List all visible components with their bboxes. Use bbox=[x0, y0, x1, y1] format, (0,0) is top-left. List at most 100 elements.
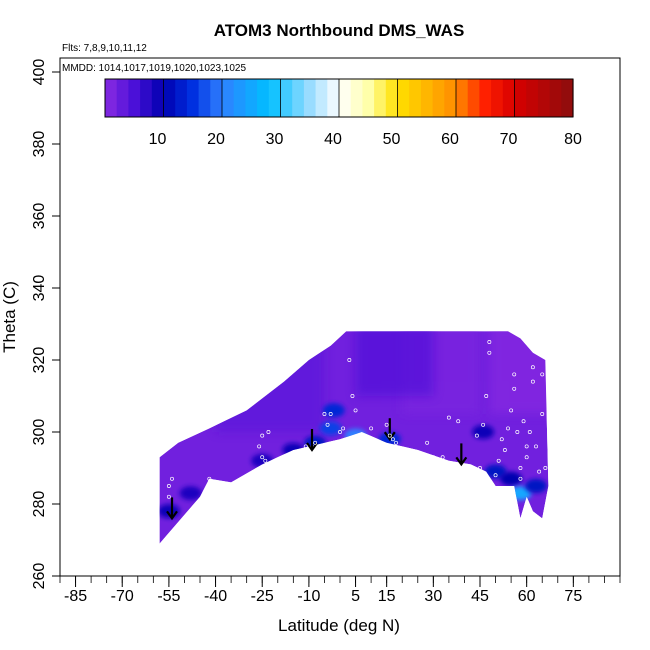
sample-point bbox=[170, 476, 174, 481]
colorbar-cell bbox=[303, 79, 317, 117]
sample-point bbox=[518, 476, 523, 481]
sample-point bbox=[431, 455, 436, 460]
colorbar-cell bbox=[526, 79, 539, 117]
y-axis-label: Theta (C) bbox=[0, 281, 19, 353]
colorbar-cell bbox=[268, 79, 282, 117]
sample-point bbox=[518, 466, 523, 470]
colorbar-cell bbox=[444, 79, 457, 117]
y-tick-label: 360 bbox=[31, 203, 48, 230]
colorbar: 10 20 30 40 50 60 70 80 bbox=[104, 78, 582, 148]
colorbar-cell bbox=[315, 79, 328, 117]
sample-point bbox=[322, 412, 327, 416]
x-tick-label: -55 bbox=[157, 588, 180, 605]
sample-point bbox=[543, 466, 548, 470]
hotspot bbox=[484, 464, 507, 479]
y-tick-label: 280 bbox=[31, 491, 48, 518]
colorbar-cell bbox=[561, 79, 574, 117]
sample-point bbox=[484, 394, 489, 398]
sample-point bbox=[369, 426, 374, 431]
colorbar-tick-label: 80 bbox=[564, 131, 582, 148]
sample-point bbox=[387, 433, 392, 438]
x-tick-label: -10 bbox=[297, 588, 320, 605]
y-tick-label: 300 bbox=[31, 419, 48, 446]
colorbar-cell bbox=[339, 79, 352, 117]
x-axis: -85 -70 -55 -40 -25 -10 5 15 30 45 60 75 bbox=[59, 576, 621, 605]
sample-point bbox=[493, 473, 498, 478]
y-tick-label: 260 bbox=[31, 563, 48, 590]
sample-point bbox=[512, 372, 517, 377]
sample-point bbox=[515, 430, 520, 434]
sample-point bbox=[534, 444, 538, 449]
hotspot bbox=[525, 479, 547, 493]
sample-point bbox=[524, 444, 529, 449]
sample-point bbox=[325, 422, 330, 427]
y-tick-label: 320 bbox=[31, 347, 48, 374]
arrow-marker bbox=[166, 497, 178, 521]
sample-point bbox=[499, 437, 504, 442]
y-tick-label: 340 bbox=[31, 275, 48, 302]
sample-point bbox=[260, 455, 265, 460]
sample-point bbox=[263, 458, 268, 463]
sample-point bbox=[530, 379, 535, 384]
arrow-marker bbox=[455, 443, 468, 467]
x-tick-label: -85 bbox=[64, 588, 87, 605]
colorbar-tick-label: 70 bbox=[500, 131, 518, 148]
colorbar-cell bbox=[327, 79, 340, 117]
sample-point bbox=[384, 422, 389, 427]
y-tick-label: 380 bbox=[31, 131, 48, 158]
colorbar-cell bbox=[432, 79, 445, 117]
sample-points bbox=[166, 340, 548, 499]
colorbar-cell bbox=[198, 79, 211, 117]
colorbar-cell bbox=[210, 79, 223, 117]
x-tick-label: 60 bbox=[518, 588, 536, 605]
field-band bbox=[215, 331, 325, 432]
sample-point bbox=[474, 433, 479, 438]
sample-point bbox=[487, 350, 492, 355]
colorbar-cell bbox=[537, 79, 551, 117]
sample-point bbox=[257, 444, 262, 449]
colorbar-cell bbox=[163, 79, 176, 117]
sample-point bbox=[512, 386, 517, 391]
sample-point bbox=[394, 440, 398, 445]
colorbar-cell bbox=[491, 79, 504, 117]
arrow-markers bbox=[166, 418, 468, 521]
sample-point bbox=[521, 419, 526, 424]
colorbar-cell bbox=[151, 79, 165, 117]
flights-note: Flts: 7,8,9,10,11,12 bbox=[62, 43, 147, 54]
sample-point bbox=[313, 440, 318, 445]
field-band bbox=[489, 331, 549, 414]
field-band bbox=[355, 331, 434, 396]
colorbar-cell bbox=[502, 79, 516, 117]
sample-point bbox=[266, 430, 271, 434]
sample-point bbox=[350, 394, 355, 398]
chart-title: ATOM3 Northbound DMS_WAS bbox=[214, 21, 465, 40]
sample-point bbox=[166, 494, 171, 499]
x-tick-label: 45 bbox=[471, 588, 489, 605]
colorbar-tick-label: 30 bbox=[266, 131, 284, 148]
sample-point bbox=[390, 437, 395, 442]
colorbar-cell bbox=[350, 79, 363, 117]
sample-point bbox=[456, 419, 461, 424]
colorbar-cell bbox=[397, 79, 410, 117]
hotspot bbox=[322, 403, 345, 418]
hotspot bbox=[179, 486, 202, 501]
colorbar-cell bbox=[186, 79, 200, 117]
y-tick-label: 400 bbox=[31, 59, 48, 86]
dates-note: MMDD: 1014,1017,1019,1020,1023,1025 bbox=[62, 63, 246, 74]
colorbar-cell bbox=[420, 79, 434, 117]
x-tick-label: 30 bbox=[424, 588, 442, 605]
colorbar-tick-label: 20 bbox=[207, 131, 225, 148]
x-tick-label: 15 bbox=[378, 588, 396, 605]
sample-point bbox=[487, 340, 492, 344]
colorbar-cell bbox=[257, 79, 270, 117]
colorbar-cell bbox=[362, 79, 375, 117]
colorbar-cell bbox=[514, 79, 527, 117]
sample-point bbox=[353, 408, 358, 413]
sample-point bbox=[446, 415, 451, 420]
arrow-marker bbox=[383, 418, 396, 442]
colorbar-tick-label: 40 bbox=[324, 131, 342, 148]
colorbar-cell bbox=[128, 79, 141, 117]
sample-point bbox=[540, 372, 545, 377]
colorbar-cell bbox=[549, 79, 562, 117]
